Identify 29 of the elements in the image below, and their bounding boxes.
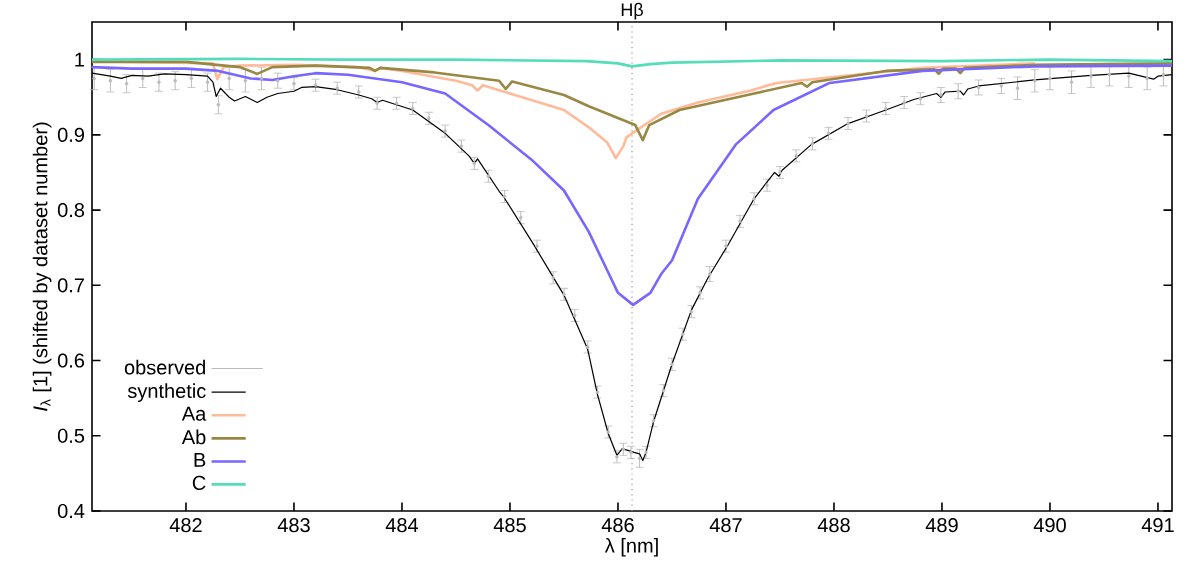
line-series — [90, 64, 1174, 307]
x-tick-label: 489 — [925, 518, 958, 533]
y-tick-label: 0.5 — [57, 428, 85, 443]
x-tick-label: 488 — [817, 518, 850, 533]
x-tick-label: 486 — [601, 518, 634, 533]
legend-label: Ab — [181, 429, 206, 445]
ref-line-label: Hβ — [621, 2, 643, 20]
legend-label: observed — [124, 359, 205, 375]
legend-label: synthetic — [127, 383, 206, 402]
x-tick-label: 487 — [709, 518, 742, 533]
y-tick-label: 1 — [75, 52, 84, 67]
x-tick-label: 484 — [385, 518, 419, 533]
y-tick-label: 0.7 — [57, 278, 84, 293]
x-axis-title: λ [nm] — [604, 537, 658, 557]
x-tick-label: 491 — [1141, 518, 1174, 533]
y-tick-label: 0.8 — [57, 203, 85, 218]
legend-label: B — [194, 453, 206, 467]
x-tick-label: 490 — [1033, 518, 1066, 533]
y-tick-label: 0.4 — [57, 503, 85, 519]
y-axis-title: I$_{λ}$ [1] (shifted by dataset number) — [32, 122, 52, 411]
line-series — [90, 60, 1174, 142]
x-tick-label: 483 — [277, 518, 310, 533]
legend-label: C — [192, 475, 206, 491]
y-tick-label: 0.6 — [57, 353, 85, 368]
y-tick-label: 0.9 — [57, 127, 85, 142]
legend-label: Aa — [181, 406, 207, 421]
line-series — [90, 57, 1174, 68]
x-tick-label: 482 — [169, 518, 202, 533]
x-tick-label: 485 — [493, 518, 526, 533]
